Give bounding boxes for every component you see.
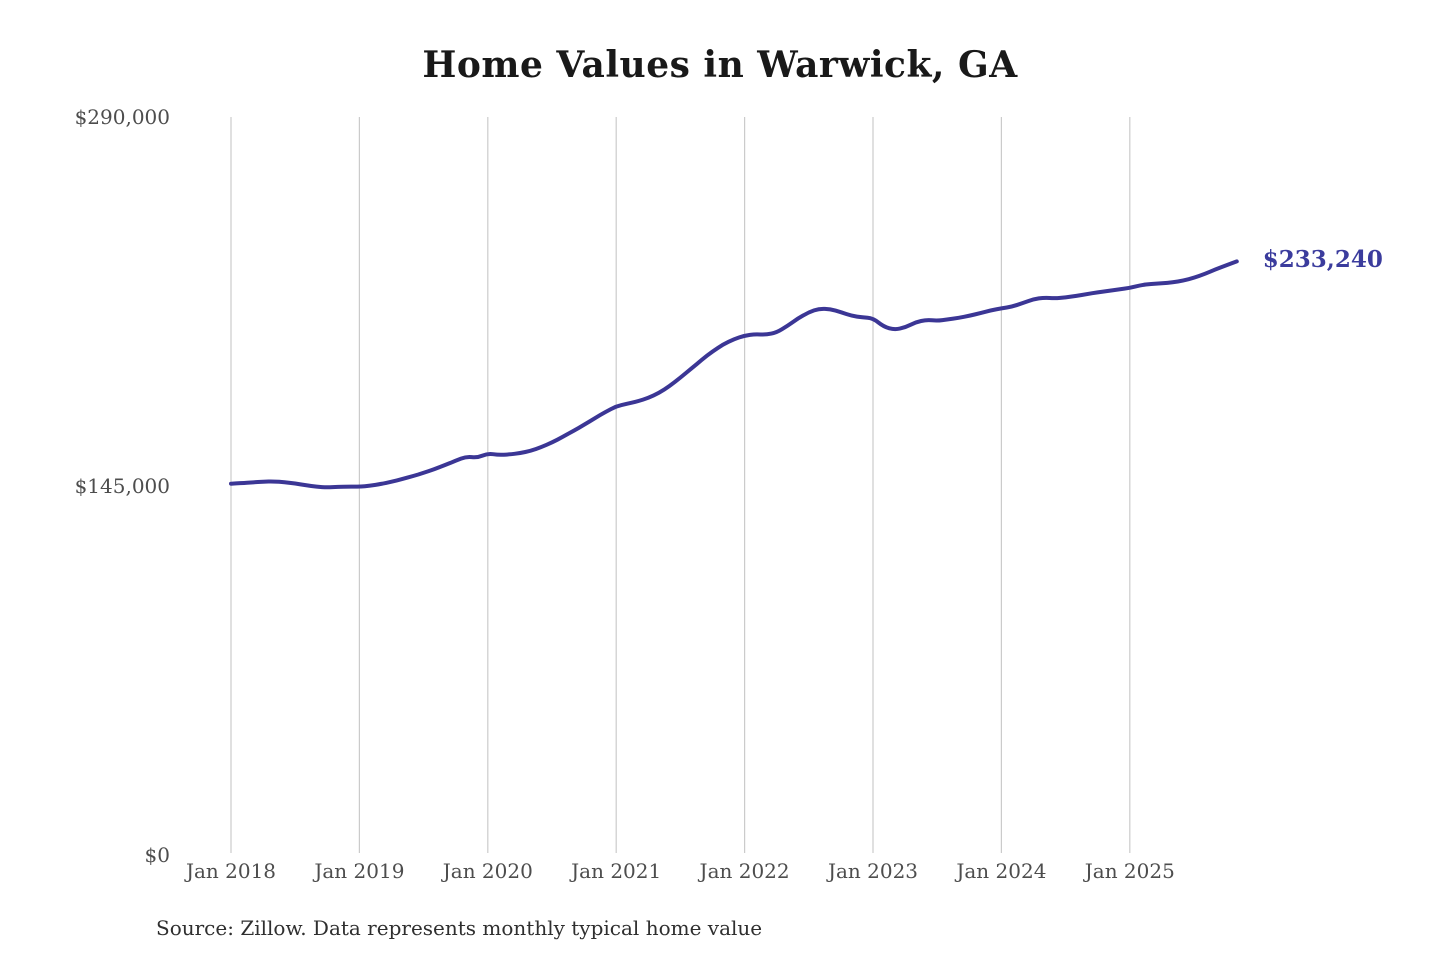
x-tick-label: Jan 2025	[1084, 859, 1175, 883]
x-tick-label: Jan 2024	[956, 859, 1047, 883]
x-tick-label: Jan 2021	[571, 859, 662, 883]
x-tick-label: Jan 2019	[314, 859, 405, 883]
y-tick-label: $0	[144, 843, 170, 867]
y-tick-label: $290,000	[74, 105, 170, 129]
x-tick-label: Jan 2018	[185, 859, 277, 883]
latest-value-label: $233,240	[1262, 246, 1383, 274]
y-tick-label: $145,000	[74, 474, 170, 498]
x-tick-label: Jan 2023	[827, 859, 919, 883]
chart-title: Home Values in Warwick, GA	[422, 44, 1018, 86]
source-note: Source: Zillow. Data represents monthly …	[156, 916, 763, 940]
home-value-line	[229, 259, 1239, 490]
x-tick-label: Jan 2020	[442, 859, 533, 883]
x-tick-label: Jan 2022	[699, 859, 790, 883]
